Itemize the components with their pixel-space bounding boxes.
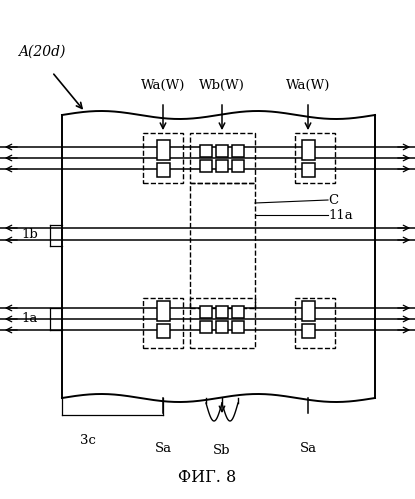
Bar: [302, 140, 315, 160]
Bar: [157, 163, 170, 177]
Bar: [143, 298, 183, 348]
Bar: [143, 133, 183, 183]
Bar: [295, 133, 335, 183]
Bar: [157, 301, 170, 321]
Bar: [157, 140, 170, 160]
Bar: [157, 324, 170, 338]
Bar: [200, 145, 212, 157]
Bar: [295, 298, 335, 348]
Bar: [232, 160, 244, 172]
Bar: [190, 133, 255, 183]
Text: Sa: Sa: [300, 442, 317, 455]
Text: 1a: 1a: [22, 312, 38, 325]
Text: ФИГ. 8: ФИГ. 8: [178, 470, 236, 487]
Text: C: C: [328, 194, 338, 207]
Bar: [232, 306, 244, 318]
Text: 3c: 3c: [80, 434, 96, 447]
Bar: [216, 145, 228, 157]
Text: Wa(W): Wa(W): [141, 78, 185, 91]
Bar: [200, 321, 212, 333]
Bar: [190, 298, 255, 348]
Bar: [302, 324, 315, 338]
Text: Wb(W): Wb(W): [199, 78, 245, 91]
Text: A(20d): A(20d): [18, 45, 66, 59]
Bar: [200, 306, 212, 318]
Text: 11a: 11a: [328, 209, 353, 222]
Text: 1b: 1b: [21, 228, 38, 241]
Bar: [216, 321, 228, 333]
Text: Wa(W): Wa(W): [286, 78, 330, 91]
Bar: [216, 306, 228, 318]
Text: Sb: Sb: [213, 444, 231, 457]
Bar: [232, 145, 244, 157]
Bar: [216, 160, 228, 172]
Bar: [232, 321, 244, 333]
Bar: [302, 301, 315, 321]
Text: Sa: Sa: [154, 442, 171, 455]
Bar: [200, 160, 212, 172]
Bar: [190, 183, 255, 308]
Bar: [302, 163, 315, 177]
